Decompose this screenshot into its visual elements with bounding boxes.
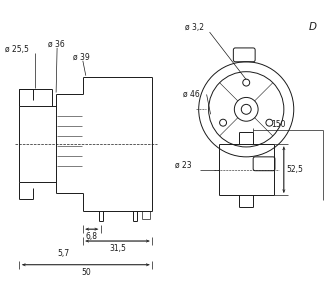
- Text: ø 25,5: ø 25,5: [5, 45, 29, 54]
- Text: ø 3,2: ø 3,2: [185, 23, 204, 32]
- Text: 31,5: 31,5: [109, 244, 126, 253]
- Text: ø 39: ø 39: [73, 53, 90, 62]
- Text: 150: 150: [271, 120, 286, 129]
- Text: D: D: [308, 22, 317, 32]
- Text: 6,8: 6,8: [86, 232, 98, 241]
- Text: 5,7: 5,7: [57, 249, 69, 258]
- Text: 50: 50: [81, 268, 91, 277]
- Text: 52,5: 52,5: [287, 165, 304, 174]
- Text: ø 23: ø 23: [175, 161, 192, 170]
- Text: ø 46: ø 46: [183, 89, 200, 99]
- Text: ø 36: ø 36: [48, 40, 65, 49]
